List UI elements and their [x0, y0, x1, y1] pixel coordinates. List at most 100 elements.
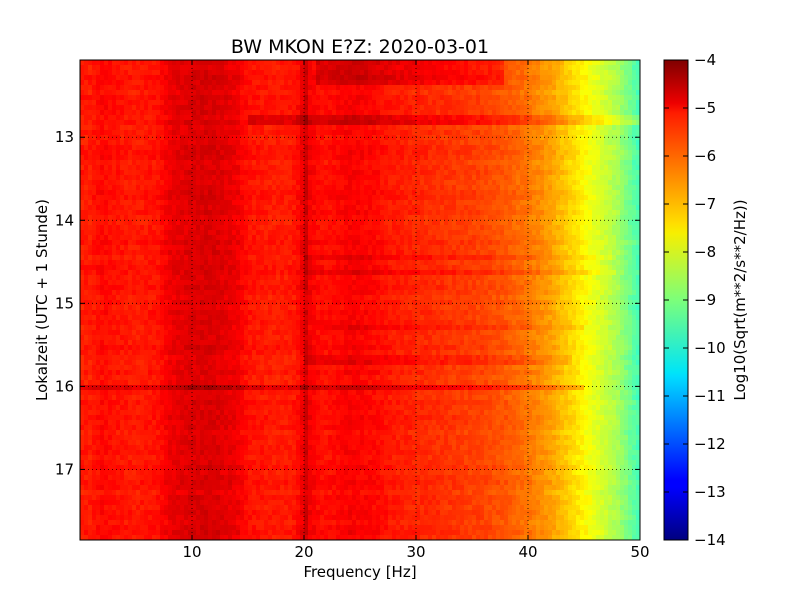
heatmap-cell [212, 205, 217, 211]
heatmap-cell [400, 70, 405, 76]
heatmap-cell [488, 155, 493, 161]
heatmap-cell [244, 180, 249, 186]
heatmap-cell [124, 140, 129, 146]
heatmap-cell [284, 60, 289, 66]
heatmap-cell [384, 145, 389, 151]
heatmap-cell [388, 110, 393, 116]
heatmap-cell [488, 80, 493, 86]
heatmap-cell [128, 225, 133, 231]
heatmap-cell [616, 170, 621, 176]
heatmap-cell [200, 135, 205, 141]
heatmap-cell [152, 210, 157, 216]
heatmap-cell [448, 230, 453, 236]
heatmap-cell [488, 160, 493, 166]
heatmap-cell [296, 205, 301, 211]
heatmap-cell [312, 150, 317, 156]
heatmap-cell [284, 100, 289, 106]
heatmap-cell [584, 165, 589, 171]
heatmap-cell [588, 165, 593, 171]
heatmap-cell [132, 195, 137, 201]
heatmap-cell [128, 115, 133, 121]
heatmap-cell [600, 100, 605, 106]
heatmap-cell [512, 120, 517, 126]
heatmap-cell [564, 160, 569, 166]
heatmap-cell [168, 125, 173, 131]
heatmap-cell [272, 110, 277, 116]
heatmap-cell [396, 125, 401, 131]
heatmap-cell [100, 70, 105, 76]
heatmap-cell [528, 150, 533, 156]
heatmap-cell [636, 110, 640, 116]
heatmap-cell [180, 95, 185, 101]
heatmap-cell [220, 135, 225, 141]
heatmap-cell [320, 220, 325, 226]
heatmap-cell [456, 155, 461, 161]
heatmap-cell [240, 105, 245, 111]
heatmap-cell [376, 200, 381, 206]
heatmap-cell [484, 145, 489, 151]
heatmap-cell [272, 150, 277, 156]
heatmap-cell [520, 195, 525, 201]
heatmap-cell [200, 125, 205, 131]
heatmap-cell [196, 135, 201, 141]
heatmap-cell [604, 230, 609, 236]
heatmap-cell [280, 85, 285, 91]
heatmap-cell [324, 95, 329, 101]
heatmap-cell [216, 220, 221, 226]
heatmap-cell [500, 125, 505, 131]
heatmap-cell [244, 85, 249, 91]
heatmap-cell [520, 150, 525, 156]
heatmap-cell [492, 105, 497, 111]
heatmap-cell [320, 215, 325, 221]
heatmap-cell [292, 135, 297, 141]
heatmap-cell [248, 230, 253, 236]
heatmap-cell [528, 135, 533, 141]
heatmap-cell [512, 185, 517, 191]
heatmap-cell [188, 180, 193, 186]
heatmap-cell [516, 160, 521, 166]
heatmap-cell [428, 80, 433, 86]
heatmap-cell [276, 105, 281, 111]
heatmap-cell [140, 95, 145, 101]
heatmap-cell [108, 220, 113, 226]
heatmap-cell [372, 85, 377, 91]
heatmap-cell [268, 220, 273, 226]
heatmap-cell [468, 170, 473, 176]
heatmap-cell [624, 165, 629, 171]
heatmap-cell [136, 220, 141, 226]
heatmap-cell [508, 80, 513, 86]
heatmap-cell [256, 155, 261, 161]
heatmap-cell [408, 200, 413, 206]
heatmap-cell [352, 225, 357, 231]
heatmap-cell [392, 170, 397, 176]
heatmap-cell [280, 225, 285, 231]
heatmap-cell [292, 85, 297, 91]
heatmap-cell [116, 100, 121, 106]
heatmap-cell [432, 225, 437, 231]
heatmap-cell [508, 170, 513, 176]
heatmap-cell [204, 230, 209, 236]
heatmap-cell [164, 140, 169, 146]
heatmap-cell [116, 130, 121, 136]
heatmap-cell [244, 220, 249, 226]
heatmap-cell [232, 100, 237, 106]
heatmap-cell [148, 95, 153, 101]
heatmap-cell [588, 160, 593, 166]
heatmap-cell [424, 220, 429, 226]
heatmap-cell [428, 65, 433, 71]
heatmap-cell [468, 90, 473, 96]
heatmap-cell [324, 165, 329, 171]
heatmap-cell [128, 230, 133, 236]
heatmap-cell [136, 140, 141, 146]
heatmap-cell [440, 110, 445, 116]
heatmap-cell [536, 75, 541, 81]
heatmap-cell [320, 225, 325, 231]
heatmap-cell [584, 200, 589, 206]
heatmap-cell [356, 95, 361, 101]
heatmap-cell [400, 135, 405, 141]
heatmap-cell [532, 80, 537, 86]
heatmap-cell [440, 75, 445, 81]
heatmap-cell [408, 170, 413, 176]
heatmap-cell [160, 120, 165, 126]
heatmap-cell [632, 140, 637, 146]
